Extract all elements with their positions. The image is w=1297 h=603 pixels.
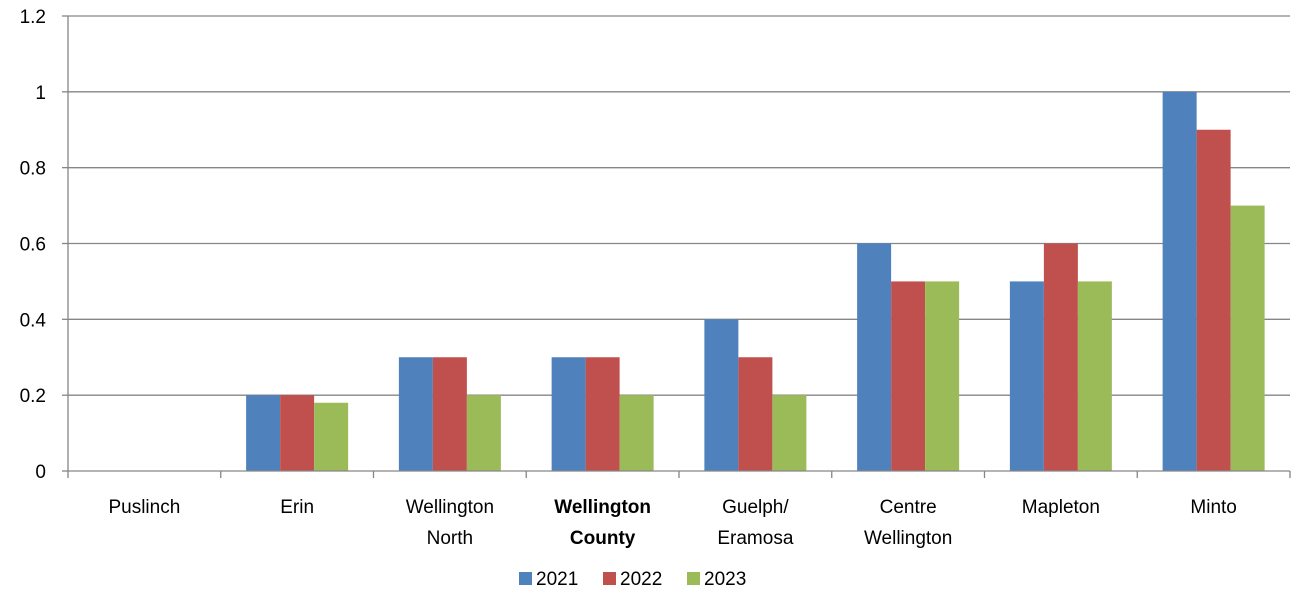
legend-swatch-2022 xyxy=(603,572,616,585)
y-tick-label: 0.8 xyxy=(20,159,46,180)
legend-swatch-2023 xyxy=(687,572,700,585)
x-category-label: County xyxy=(570,528,636,549)
bar-2022-2 xyxy=(433,357,467,471)
bar-2021-4 xyxy=(704,319,738,471)
legend-label: 2022 xyxy=(620,569,662,590)
legend-swatch-2021 xyxy=(519,572,532,585)
x-category-label: Erin xyxy=(280,497,314,518)
bar-2023-2 xyxy=(467,395,501,471)
y-tick-labels: 0 0.2 0.4 0.6 0.8 1 1.2 xyxy=(20,7,47,483)
bar-2023-6 xyxy=(1078,281,1112,471)
bar-2023-3 xyxy=(620,395,654,471)
y-tick-label: 1 xyxy=(35,83,46,104)
y-tick-label: 0.4 xyxy=(20,310,47,331)
x-category-label: Wellington xyxy=(864,528,952,549)
x-category-label: Centre xyxy=(880,497,937,518)
y-tick-label: 0.6 xyxy=(20,235,46,256)
bar-2023-5 xyxy=(925,281,959,471)
bar-2021-1 xyxy=(246,395,280,471)
bar-2021-5 xyxy=(857,244,891,472)
legend: 2021 2022 2023 xyxy=(519,569,746,590)
bars xyxy=(246,92,1265,471)
y-tick-label: 0.2 xyxy=(20,386,46,407)
bar-2022-7 xyxy=(1197,130,1231,471)
x-category-label: Wellington xyxy=(554,497,651,518)
y-tick-label: 1.2 xyxy=(20,7,46,28)
bar-2023-4 xyxy=(772,395,806,471)
x-category-label: Minto xyxy=(1190,497,1236,518)
bar-2021-3 xyxy=(552,357,586,471)
legend-label: 2023 xyxy=(704,569,746,590)
bar-2021-7 xyxy=(1163,92,1197,471)
bar-2022-1 xyxy=(280,395,314,471)
bar-2021-6 xyxy=(1010,281,1044,471)
x-category-label: North xyxy=(427,528,473,549)
x-category-label: Puslinch xyxy=(108,497,180,518)
y-tick-label: 0 xyxy=(35,462,46,483)
bar-2023-7 xyxy=(1231,206,1265,471)
legend-label: 2021 xyxy=(536,569,578,590)
x-category-label: Wellington xyxy=(406,497,494,518)
x-category-label: Guelph/ xyxy=(722,497,789,518)
bar-2022-5 xyxy=(891,281,925,471)
x-category-labels: Puslinch Erin Wellington North Wellington Cou… xyxy=(108,497,1236,549)
bar-2022-6 xyxy=(1044,244,1078,472)
bar-2022-3 xyxy=(586,357,620,471)
bar-2023-1 xyxy=(314,403,348,471)
x-category-label: Eramosa xyxy=(717,528,793,549)
bar-2021-2 xyxy=(399,357,433,471)
x-category-label: Mapleton xyxy=(1022,497,1100,518)
bar-2022-4 xyxy=(738,357,772,471)
